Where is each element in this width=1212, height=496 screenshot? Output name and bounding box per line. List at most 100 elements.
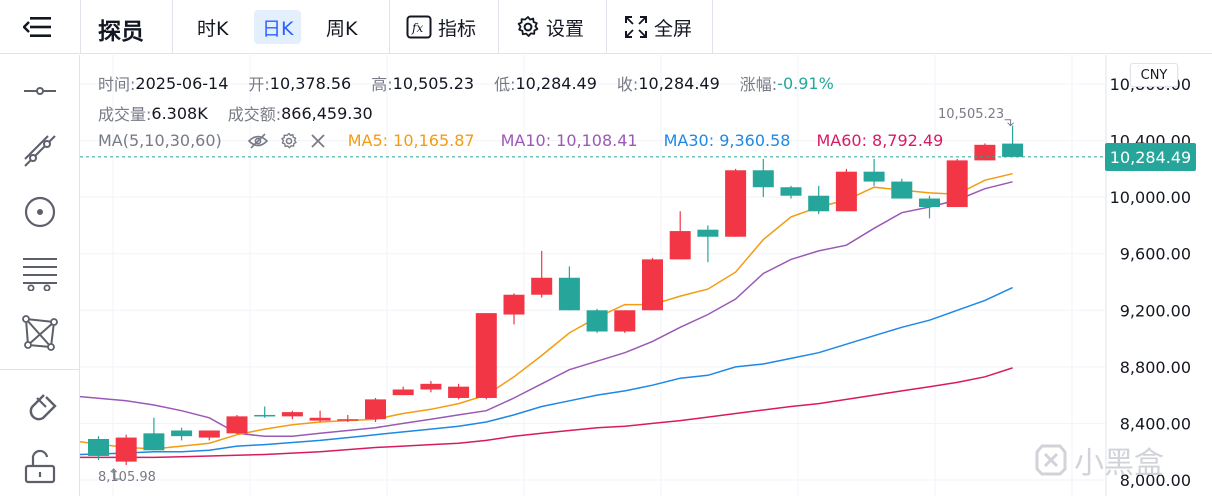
candle-body: [891, 181, 913, 199]
candle-body: [614, 310, 636, 332]
current-price-tag: 10,284.49: [1105, 143, 1196, 171]
high-value: 10,505.23: [392, 73, 475, 93]
parallel-channel-tool[interactable]: [18, 251, 62, 295]
candle-body: [88, 438, 109, 456]
circle-target-icon: [24, 196, 56, 228]
candle-body: [974, 144, 996, 161]
change-value: -0.91%: [777, 73, 834, 93]
indicators-label: 指标: [438, 17, 477, 40]
indicators-button[interactable]: fx 指标: [398, 10, 484, 44]
settings-label: 设置: [546, 17, 585, 40]
magnet-tool[interactable]: [18, 383, 62, 427]
gear-icon: [517, 16, 539, 37]
candle-body: [780, 187, 802, 196]
candle-body: [919, 198, 940, 208]
unlock-icon: [24, 449, 56, 484]
price-tick-label: 8,400.00: [1120, 414, 1191, 433]
watermark-text: 小黑盒: [1074, 446, 1164, 481]
candle-body: [115, 437, 137, 462]
ma30-line: [80, 286, 1013, 456]
candle-body: [725, 170, 747, 237]
horizontal-line-tool[interactable]: [18, 69, 62, 113]
candle-body: [503, 294, 525, 315]
candle-body: [198, 430, 220, 438]
low-marker-label: 8,105.98: [98, 470, 156, 485]
time-value: 2025-06-14: [135, 73, 229, 93]
drawing-toolbar: [0, 55, 80, 496]
turnover-label: 成交额:: [227, 105, 282, 124]
ma30-value: MA30: 9,360.58: [663, 131, 791, 150]
ma5-line: [80, 172, 1013, 450]
trend-line-tool[interactable]: [18, 129, 62, 173]
candle-body: [1002, 143, 1024, 157]
turnover-value: 866,459.30: [281, 103, 373, 123]
fullscreen-label: 全屏: [654, 17, 693, 40]
low-marker-arrow: [110, 468, 122, 480]
candle-body: [365, 399, 386, 420]
open-label: 开:: [248, 75, 270, 94]
horizontal-line-icon: [24, 87, 56, 95]
currency-badge[interactable]: CNY: [1130, 63, 1178, 87]
toolbar-divider: [498, 0, 499, 54]
close-icon[interactable]: [310, 133, 326, 149]
price-tick-label: 9,600.00: [1120, 245, 1191, 264]
gear-icon[interactable]: [280, 132, 298, 150]
price-tick-label: 8,800.00: [1120, 358, 1191, 377]
lock-tool[interactable]: [18, 445, 62, 489]
high-label: 高:: [371, 75, 393, 94]
eye-hidden-icon[interactable]: [247, 132, 268, 150]
candle-body: [669, 231, 691, 260]
candle-body: [558, 277, 580, 311]
time-label: 时间:: [98, 75, 136, 94]
ma60-value: MA60: 8,792.49: [816, 131, 944, 150]
price-tick-label: 9,200.00: [1120, 301, 1191, 320]
toolbar-divider: [712, 0, 713, 54]
watermark: 小黑盒: [1034, 438, 1164, 482]
close-value: 10,284.49: [638, 73, 720, 93]
candle-body: [863, 171, 885, 182]
menu-toggle-icon[interactable]: [18, 11, 58, 43]
candle-body: [309, 417, 331, 421]
candle-body: [226, 416, 248, 434]
magnet-icon: [29, 394, 57, 421]
fullscreen-icon: [625, 16, 647, 38]
ma5-value: MA5: 10,165.87: [347, 131, 475, 150]
candle-body: [171, 430, 193, 437]
candle-body: [281, 412, 303, 417]
candle-body: [531, 277, 553, 295]
pattern-tool[interactable]: [18, 311, 62, 355]
symbol-title[interactable]: 探员: [98, 19, 144, 45]
candle-body: [835, 171, 857, 212]
candle-body: [448, 386, 470, 398]
high-marker-arrow: [1004, 119, 1014, 127]
candlestick-chart[interactable]: 10,800.0010,400.0010,000.009,600.009,200…: [80, 55, 1212, 496]
ma10-value: MA10: 10,108.41: [500, 131, 638, 150]
interval-hour-button[interactable]: 时K: [197, 17, 229, 40]
interval-day-button[interactable]: 日K: [254, 10, 302, 44]
pattern-shape-icon: [22, 315, 58, 351]
circle-tool[interactable]: [18, 190, 62, 234]
candle-body: [254, 414, 276, 417]
ma-title: MA(5,10,30,60): [98, 131, 222, 150]
candle-body: [586, 310, 608, 332]
volume-legend: 成交量: 6.308K 成交额: 866,459.30: [98, 101, 393, 125]
close-label: 收:: [616, 75, 639, 94]
candle-body: [752, 170, 774, 188]
low-label: 低:: [494, 75, 516, 94]
candle-body: [337, 419, 359, 421]
ma60-line: [80, 367, 1013, 459]
interval-week-button[interactable]: 周K: [326, 17, 358, 40]
fx-icon: fx: [406, 15, 432, 39]
candle-body: [475, 313, 497, 398]
candle-body: [946, 160, 968, 208]
toolbar-divider: [389, 0, 390, 54]
candle-body: [642, 259, 663, 311]
trend-line-icon: [24, 135, 56, 167]
chart-area[interactable]: 10,800.0010,400.0010,000.009,600.009,200…: [80, 55, 1212, 496]
fullscreen-button[interactable]: 全屏: [616, 10, 700, 44]
candle-body: [392, 389, 414, 396]
fib-retracement-icon: [23, 258, 57, 291]
toolbar-divider: [172, 0, 173, 54]
settings-button[interactable]: 设置: [508, 10, 592, 44]
toolbar-divider: [606, 0, 607, 54]
